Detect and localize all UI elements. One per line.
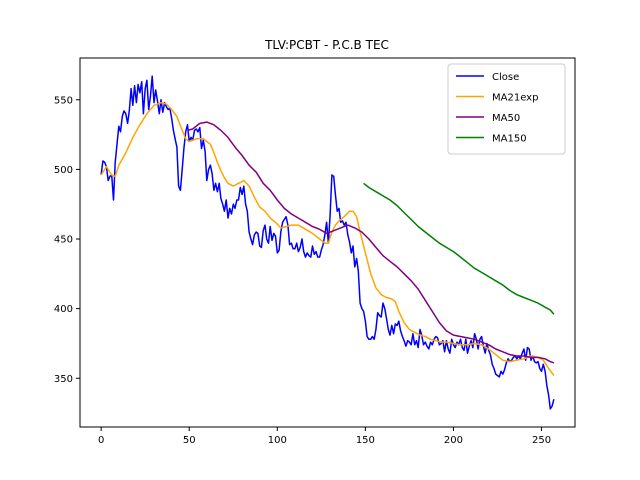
legend-box <box>447 63 566 155</box>
legend-label-ma21exp: MA21exp <box>492 93 538 104</box>
legend-label-ma150: MA150 <box>492 134 527 145</box>
y-tick-label: 450 <box>54 235 73 246</box>
y-axis: 350 400 450 500 550 <box>54 95 80 385</box>
y-tick-label: 400 <box>54 304 73 315</box>
y-tick-label: 500 <box>54 165 73 176</box>
series-line-ma21exp <box>100 101 555 376</box>
y-tick-label: 350 <box>54 374 73 385</box>
legend-label-close: Close <box>492 72 519 83</box>
chart-title: TLV:PCBT - P.C.B TEC <box>264 38 389 52</box>
x-tick-label: 50 <box>183 435 196 446</box>
plot-frame <box>79 57 576 428</box>
x-tick-label: 0 <box>98 435 104 446</box>
series-line-ma50 <box>187 121 555 364</box>
legend-label-ma50: MA50 <box>492 113 520 124</box>
y-tick-label: 550 <box>54 95 73 106</box>
x-axis: 0 50 100 150 200 250 <box>98 427 551 446</box>
legend: Close MA21exp MA50 MA150 <box>447 63 566 155</box>
series-line-ma150 <box>363 182 555 315</box>
x-tick-label: 150 <box>356 435 375 446</box>
plot-lines <box>100 75 555 410</box>
x-tick-label: 100 <box>268 435 287 446</box>
x-tick-label: 250 <box>532 435 551 446</box>
x-tick-label: 200 <box>444 435 463 446</box>
